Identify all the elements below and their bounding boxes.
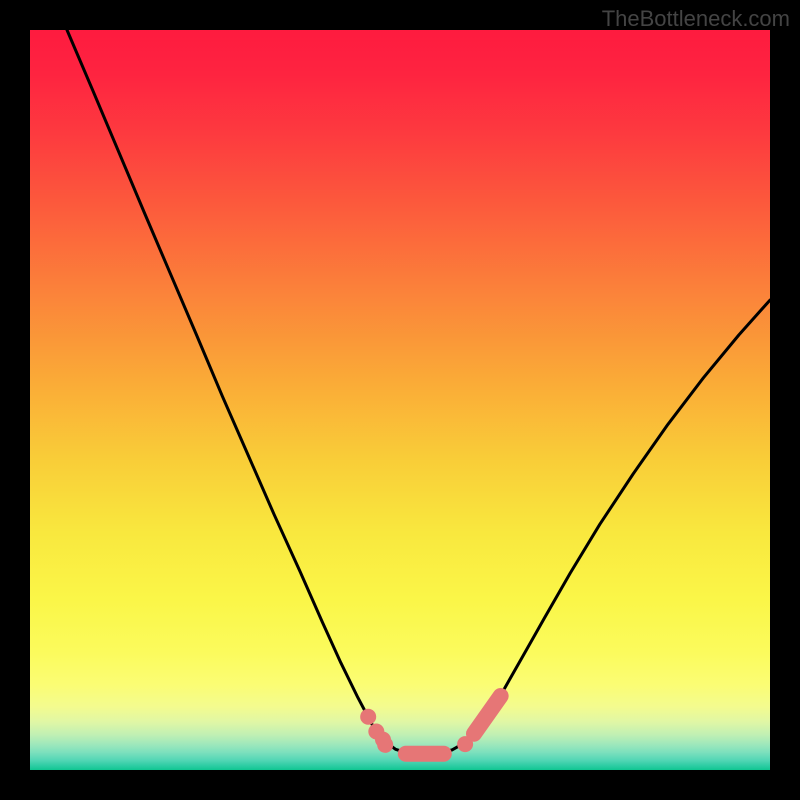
bottleneck-chart: TheBottleneck.com [0,0,800,800]
watermark-text: TheBottleneck.com [602,6,790,32]
gradient-plot-area [30,30,770,770]
chart-background [0,0,800,800]
